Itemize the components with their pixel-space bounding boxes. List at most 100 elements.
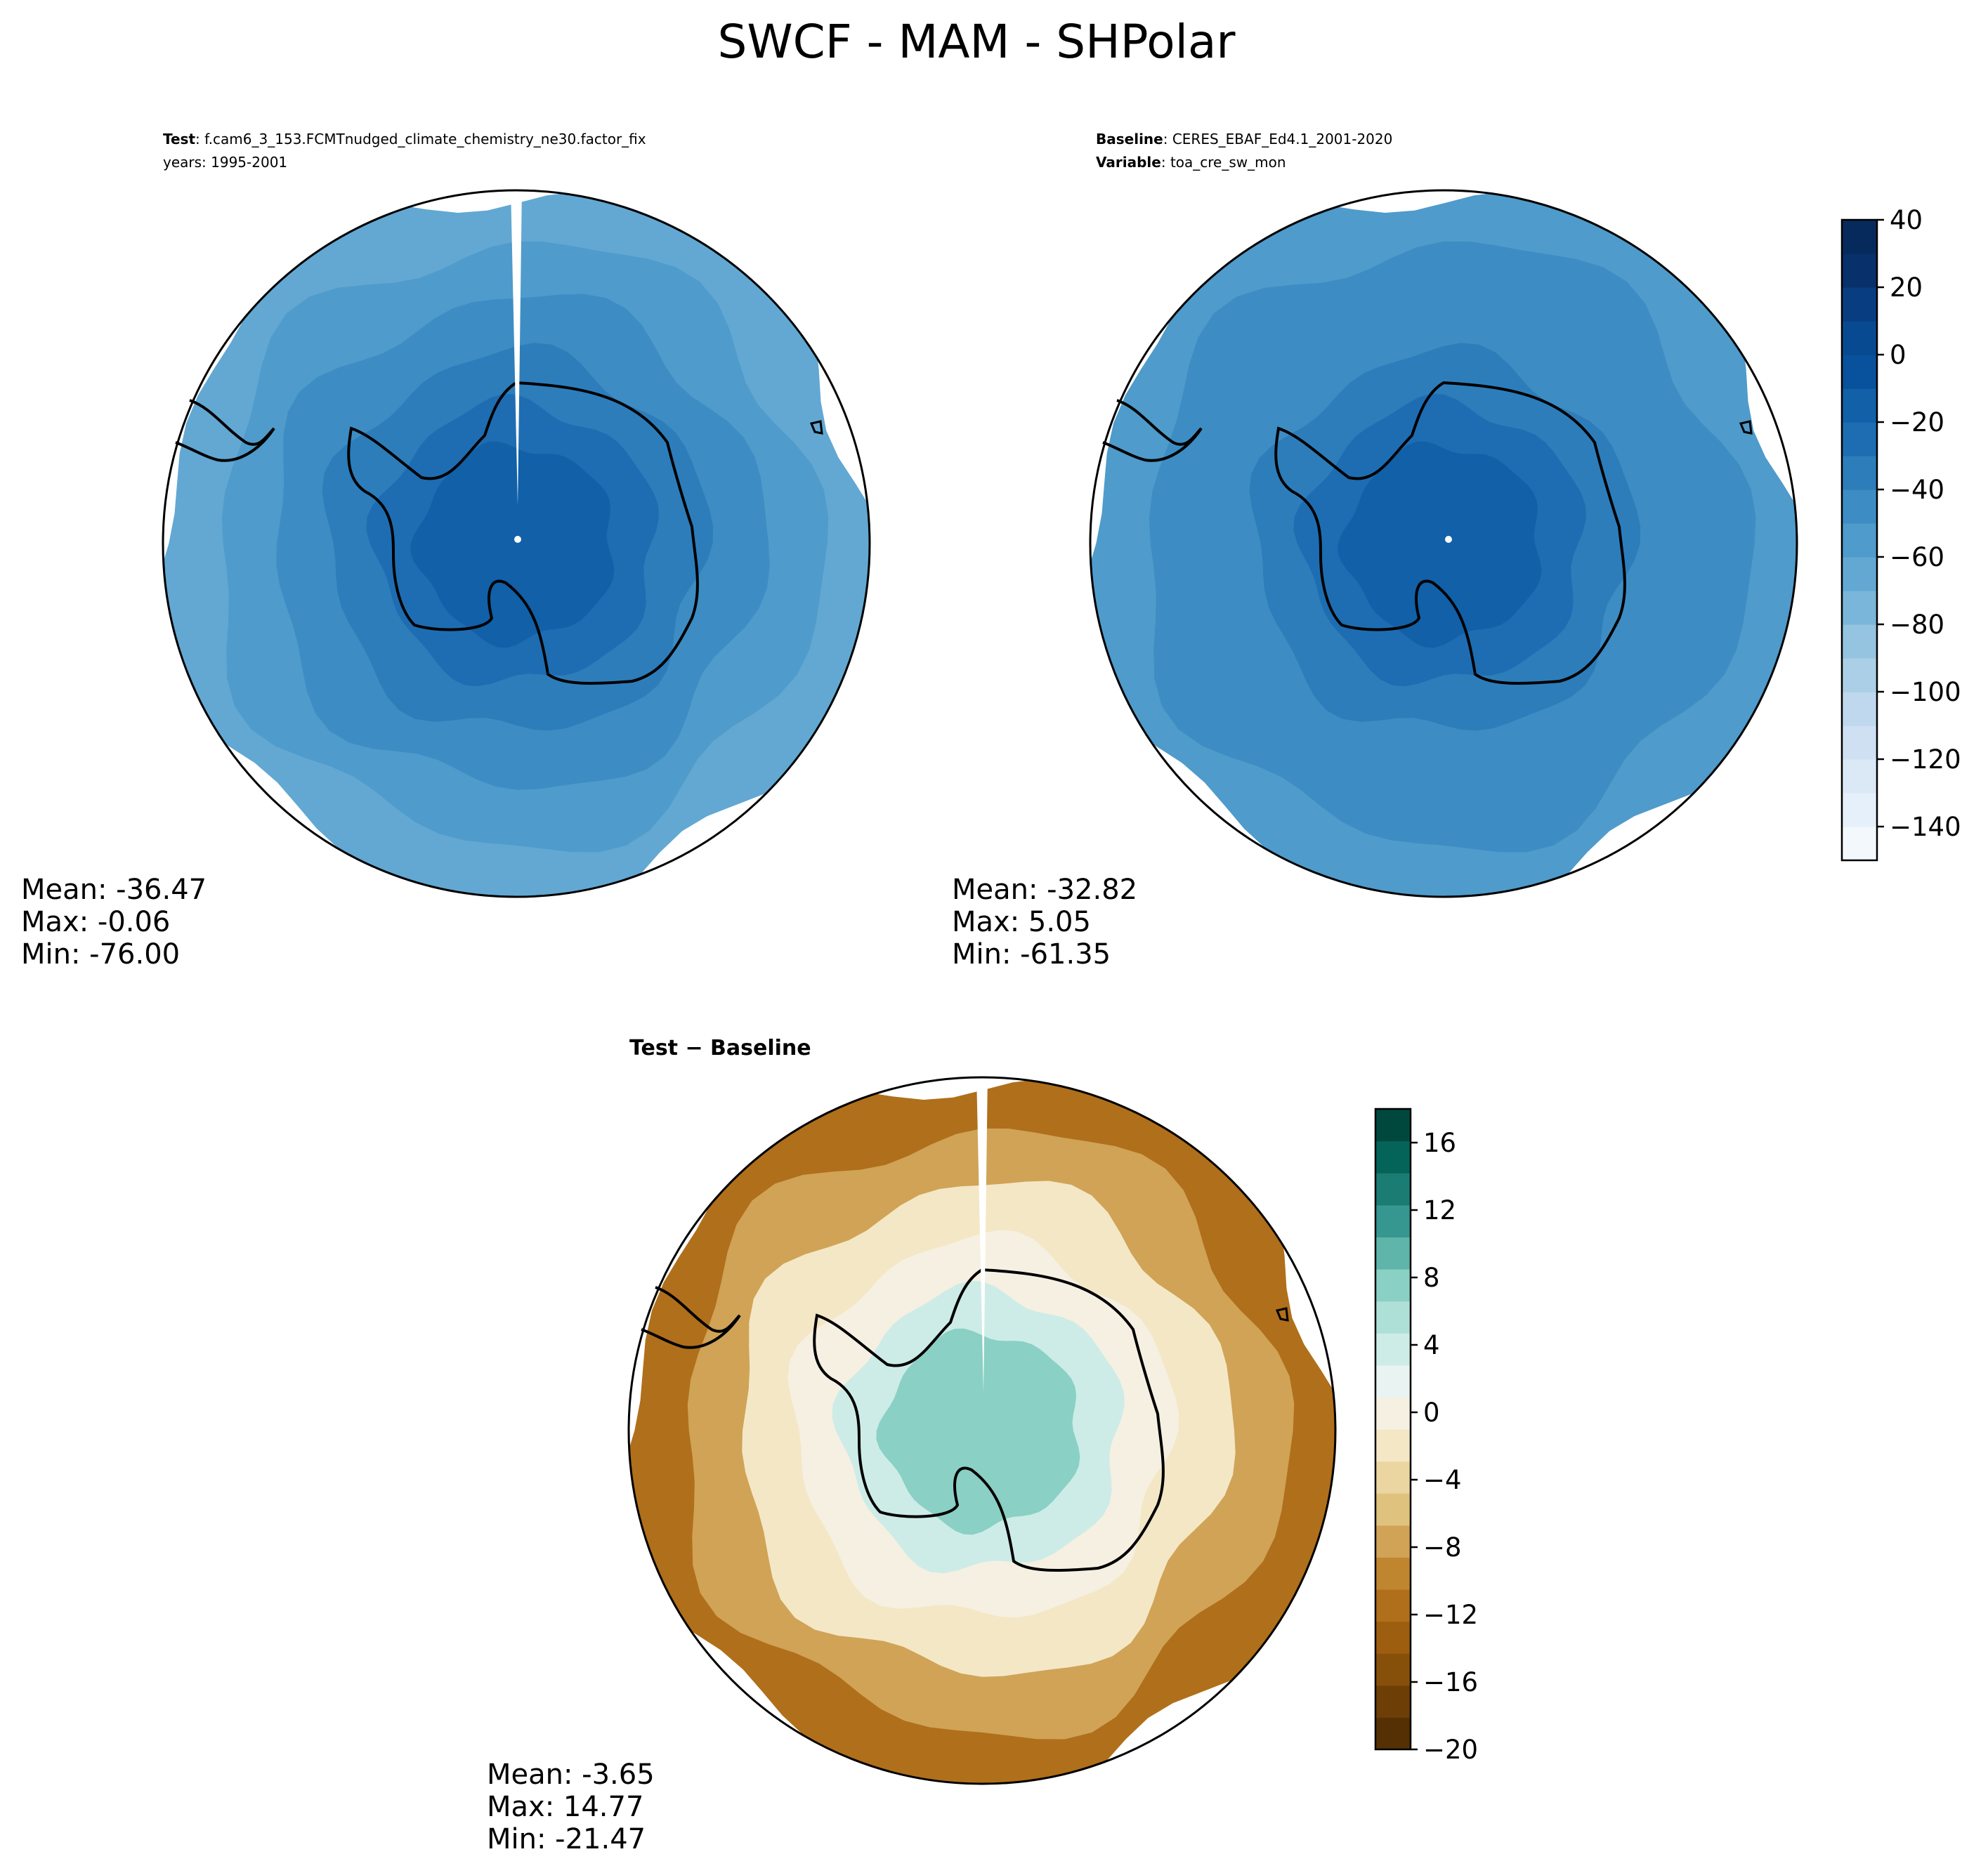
colorbar-absolute-swatch [1842, 557, 1877, 591]
colorbar-difference-swatch [1375, 1365, 1411, 1398]
diff-map-field [629, 1078, 1335, 1784]
colorbar-absolute-swatch [1842, 489, 1877, 524]
test-map-frame [162, 189, 871, 898]
test-antarctica-coastline [347, 381, 699, 685]
colorbar-absolute-tick-label: 20 [1890, 272, 1923, 303]
colorbar-difference-frame [1374, 1108, 1412, 1751]
baseline-stat-mean: Mean: -32.82 [952, 874, 1137, 906]
diff-map-frame [627, 1076, 1337, 1785]
colorbar-difference-tick-label: −8 [1423, 1532, 1462, 1563]
baseline-header-bold: Baseline [1096, 131, 1163, 147]
colorbar-difference-swatch [1375, 1589, 1411, 1622]
colorbar-difference-swatch [1375, 1397, 1411, 1430]
colorbar-difference-swatch [1375, 1204, 1411, 1237]
colorbar-difference-swatch [1375, 1621, 1411, 1654]
test-header-years: years: 1995-2001 [163, 154, 287, 171]
colorbar-absolute-tick-label: −80 [1890, 610, 1944, 640]
test-header-text: : f.cam6_3_153.FCMTnudged_climate_chemis… [195, 131, 646, 147]
test-south-america-coastline [175, 399, 275, 462]
diff-island [1275, 1307, 1289, 1322]
colorbar-absolute-swatch [1842, 321, 1877, 355]
colorbar-difference-swatch [1375, 1333, 1411, 1366]
baseline-map-field [1090, 191, 1797, 897]
baseline-stat-max: Max: 5.05 [952, 906, 1091, 938]
test-header-bold: Test [163, 131, 195, 147]
diff-antarctica-coastline [813, 1268, 1165, 1572]
figure-title: SWCF - MAM - SHPolar [717, 15, 1236, 69]
colorbar-absolute-tick-label: −120 [1890, 744, 1961, 775]
baseline-header: Baseline: CERES_EBAF_Ed4.1_2001-2020 [1096, 131, 1392, 147]
test-stat-mean: Mean: -36.47 [21, 874, 207, 906]
colorbar-absolute-swatch [1842, 388, 1877, 423]
colorbar-difference: 16 12 8 4 0 −4 −8 −12 −16 −20 [1374, 1108, 1478, 1765]
colorbar-absolute-tick-label: −100 [1890, 677, 1961, 707]
baseline-pole [1445, 536, 1452, 543]
colorbar-absolute-swatch [1842, 725, 1877, 760]
colorbar-absolute-swatch [1842, 456, 1877, 490]
colorbar-absolute-swatch [1842, 523, 1877, 558]
colorbar-absolute-swatch [1842, 692, 1877, 726]
panel-test: Test: f.cam6_3_153.FCMTnudged_climate_ch… [21, 131, 871, 971]
test-stat-max: Max: -0.06 [21, 906, 170, 938]
colorbar-difference-swatch [1375, 1173, 1411, 1206]
colorbar-absolute-tick-label: 0 [1890, 340, 1907, 370]
colorbar-absolute-swatch [1842, 287, 1877, 322]
colorbar-absolute-swatch [1842, 355, 1877, 389]
colorbar-difference-tick-label: 0 [1423, 1398, 1440, 1428]
baseline-south-america-coastline [1102, 399, 1203, 462]
diff-south-america-coastline [641, 1286, 741, 1349]
baseline-map-frame [1089, 189, 1798, 898]
colorbar-difference-tick-label: −4 [1423, 1465, 1462, 1495]
colorbar-difference-swatch [1375, 1237, 1411, 1270]
colorbar-difference-swatch [1375, 1557, 1411, 1590]
colorbar-difference-swatch [1375, 1429, 1411, 1462]
diff-missing-seam [976, 1074, 988, 1393]
colorbar-absolute-swatch [1842, 793, 1877, 827]
baseline-variable-bold: Variable [1096, 154, 1161, 171]
colorbar-difference-swatch [1375, 1461, 1411, 1494]
colorbar-difference-swatch [1375, 1109, 1411, 1142]
colorbar-absolute-tick-label: 40 [1890, 205, 1923, 235]
panel-baseline: Baseline: CERES_EBAF_Ed4.1_2001-2020 Var… [952, 131, 1798, 971]
test-header: Test: f.cam6_3_153.FCMTnudged_climate_ch… [163, 131, 646, 147]
colorbar-difference-tick-label: 12 [1423, 1195, 1456, 1225]
colorbar-difference-tick-label: 16 [1423, 1128, 1456, 1158]
test-missing-seam [511, 187, 522, 506]
baseline-antarctica-coastline [1274, 381, 1626, 685]
colorbar-absolute-swatch [1842, 254, 1877, 288]
baseline-island [1739, 420, 1753, 435]
colorbar-absolute-tick-label: −140 [1890, 812, 1961, 842]
colorbar-difference-tick-label: −16 [1423, 1667, 1478, 1697]
diff-stat-max: Max: 14.77 [487, 1791, 643, 1823]
colorbar-absolute-swatch [1842, 759, 1877, 794]
test-island [809, 420, 823, 435]
colorbar-difference-tick-label: −12 [1423, 1600, 1478, 1630]
colorbar-absolute-tick-label: −20 [1890, 407, 1944, 438]
colorbar-difference-tick-label: 4 [1423, 1330, 1440, 1360]
diff-header: Test − Baseline [629, 1036, 811, 1060]
test-pole [514, 536, 521, 543]
diff-stat-min: Min: -21.47 [487, 1823, 646, 1855]
colorbar-absolute-swatch [1842, 658, 1877, 692]
baseline-header-text: : CERES_EBAF_Ed4.1_2001-2020 [1163, 131, 1393, 147]
diff-stat-mean: Mean: -3.65 [487, 1759, 655, 1791]
colorbar-absolute-tick-label: −60 [1890, 542, 1944, 572]
panel-diff: Test − Baseline Mean: -3.65 Max: 14.77 M… [487, 1036, 1337, 1855]
colorbar-difference-swatch [1375, 1653, 1411, 1686]
colorbar-absolute-tick-label: −40 [1890, 475, 1944, 505]
colorbar-absolute-swatch [1842, 827, 1877, 861]
colorbar-absolute-swatch [1842, 422, 1877, 456]
test-stat-min: Min: -76.00 [21, 938, 180, 971]
colorbar-absolute-swatch [1842, 220, 1877, 254]
colorbar-difference-tick-label: −20 [1423, 1735, 1478, 1765]
baseline-stat-min: Min: -61.35 [952, 938, 1111, 971]
baseline-contour-band [1338, 441, 1542, 648]
diff-contour-band [876, 1328, 1080, 1535]
baseline-variable: Variable: toa_cre_sw_mon [1096, 154, 1286, 171]
colorbar-difference-swatch [1375, 1717, 1411, 1750]
colorbar-difference-swatch [1375, 1525, 1411, 1558]
colorbar-absolute-frame [1840, 218, 1878, 862]
colorbar-difference-swatch [1375, 1301, 1411, 1334]
colorbar-difference-swatch [1375, 1685, 1411, 1718]
